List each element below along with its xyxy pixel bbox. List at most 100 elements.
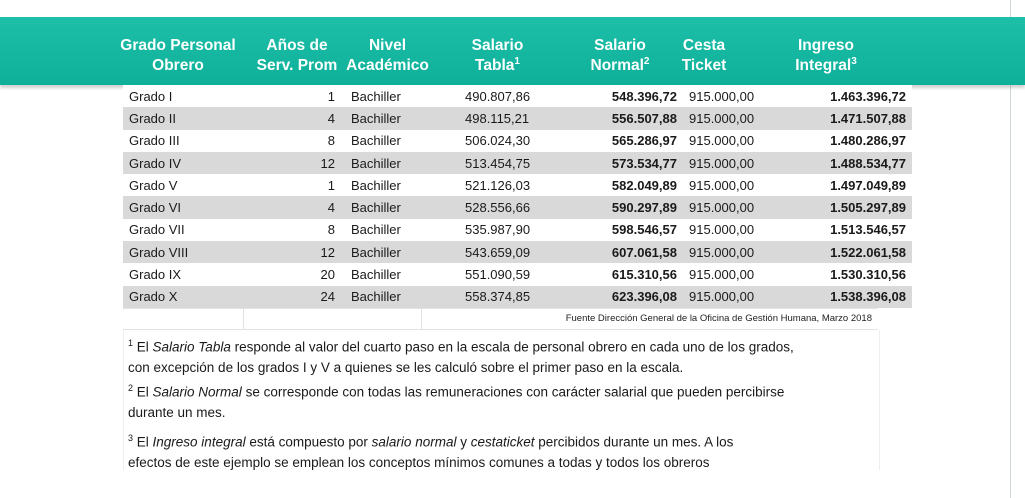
cell-nivel: Bachiller: [341, 107, 459, 130]
header-ingreso-line1: Ingreso: [798, 37, 854, 54]
cell-nivel: Bachiller: [341, 263, 459, 286]
footnote-3: 3 El Ingreso integral está compuesto por…: [128, 433, 734, 470]
header-tabla-line1: Salario: [471, 37, 524, 54]
cell-anos: 8: [245, 129, 341, 152]
header-grado-line2: Obrero: [152, 57, 204, 74]
header-grado: Grado Personal Obrero: [113, 36, 243, 76]
table-row: Grado IX 20 Bachiller 551.090,59 615.310,56 9…: [123, 263, 912, 286]
header-normal-line2: Normal2: [590, 55, 650, 74]
footnotes: 1 El Salario Tabla responde al valor del…: [123, 330, 880, 470]
cell-anos: 12: [245, 151, 341, 175]
cell-tabla: 490.807,86: [459, 85, 581, 108]
cell-nivel: Bachiller: [341, 241, 459, 264]
page-edge: [1010, 0, 1011, 498]
header-salario-tabla: Salario Tabla1: [455, 36, 540, 76]
cell-anos: 12: [245, 241, 341, 264]
cell-tabla: 506.024,30: [459, 129, 581, 152]
cell-ingreso: 1.471.507,88: [793, 107, 912, 130]
cell-tabla: 551.090,59: [459, 263, 581, 286]
cell-anos: 4: [245, 196, 341, 219]
header-cesta-line2: Ticket: [681, 57, 727, 74]
cell-nivel: Bachiller: [341, 85, 459, 108]
cell-ingreso: 1.522.061,58: [793, 241, 912, 264]
salary-table: Grado I 1 Bachiller 490.807,86 548.396,72 915…: [123, 85, 912, 308]
cell-cesta: 915.000,00: [683, 196, 793, 219]
cell-tabla: 528.556,66: [459, 196, 581, 219]
cell-grado: Grado VI: [123, 196, 245, 219]
cell-nivel: Bachiller: [341, 151, 459, 175]
cell-ingreso: 1.505.297,89: [793, 196, 912, 219]
header-nivel-line2: Académico: [346, 57, 429, 74]
header-anos-line2: Serv. Prom: [256, 57, 338, 74]
cell-cesta: 915.000,00: [683, 174, 793, 197]
cell-grado: Grado IV: [123, 151, 245, 175]
header-anos: Años de Serv. Prom: [252, 36, 342, 76]
cell-nivel: Bachiller: [341, 218, 459, 242]
cell-normal: 590.297,89: [581, 196, 683, 219]
cell-nivel: Bachiller: [341, 174, 459, 197]
header-salario-normal: Salario Normal2: [575, 36, 665, 76]
cell-cesta: 915.000,00: [683, 218, 793, 242]
source-row: Fuente Dirección General de la Oficina d…: [123, 308, 878, 330]
header-anos-line1: Años de: [266, 37, 328, 54]
cell-anos: 1: [245, 85, 341, 108]
footnote-2: 2 El Salario Normal se corresponde con t…: [128, 383, 785, 420]
cell-ingreso: 1.530.310,56: [793, 263, 912, 286]
table-row: Grado IV 12 Bachiller 513.454,75 573.534,77 9…: [123, 151, 912, 175]
cell-normal: 556.507,88: [581, 107, 683, 130]
footnote-1: 1 El Salario Tabla responde al valor del…: [128, 338, 794, 375]
header-grado-line1: Grado Personal: [120, 37, 236, 54]
cell-normal: 573.534,77: [581, 151, 683, 175]
cell-cesta: 915.000,00: [683, 241, 793, 264]
cell-tabla: 498.115,21: [459, 107, 581, 130]
cell-normal: 548.396,72: [581, 85, 683, 108]
cell-anos: 24: [245, 285, 341, 308]
cell-anos: 4: [245, 107, 341, 130]
header-nivel-line1: Nivel: [368, 37, 407, 54]
cell-normal: 615.310,56: [581, 263, 683, 286]
cell-normal: 565.286,97: [581, 129, 683, 152]
header-cesta-ticket: Cesta Ticket: [664, 36, 744, 76]
cell-ingreso: 1.538.396,08: [793, 285, 912, 308]
table-row: Grado X 24 Bachiller 558.374,85 623.396,08 91…: [123, 285, 912, 308]
cell-cesta: 915.000,00: [683, 285, 793, 308]
header-ingreso-line2: Integral3: [795, 55, 857, 74]
source-divider: [243, 309, 244, 329]
table-row: Grado III 8 Bachiller 506.024,30 565.286,97 9…: [123, 129, 912, 152]
cell-ingreso: 1.513.546,57: [793, 218, 912, 242]
cell-nivel: Bachiller: [341, 196, 459, 219]
cell-grado: Grado IX: [123, 263, 245, 286]
cell-grado: Grado I: [123, 85, 245, 108]
cell-grado: Grado VIII: [123, 241, 245, 264]
cell-tabla: 543.659,09: [459, 241, 581, 264]
cell-ingreso: 1.488.534,77: [793, 151, 912, 175]
source-note: Fuente Dirección General de la Oficina d…: [565, 313, 872, 324]
cell-grado: Grado X: [123, 285, 245, 308]
cell-anos: 1: [245, 174, 341, 197]
cell-grado: Grado V: [123, 174, 245, 197]
cell-normal: 607.061,58: [581, 241, 683, 264]
cell-cesta: 915.000,00: [683, 129, 793, 152]
cell-anos: 8: [245, 218, 341, 242]
cell-tabla: 558.374,85: [459, 285, 581, 308]
cell-ingreso: 1.463.396,72: [793, 85, 912, 108]
cell-ingreso: 1.480.286,97: [793, 129, 912, 152]
source-divider: [421, 309, 422, 329]
cell-tabla: 521.126,03: [459, 174, 581, 197]
cell-cesta: 915.000,00: [683, 107, 793, 130]
cell-normal: 598.546,57: [581, 218, 683, 242]
cell-cesta: 915.000,00: [683, 263, 793, 286]
table-header-band: Grado Personal Obrero Años de Serv. Prom…: [0, 17, 1025, 85]
cell-normal: 582.049,89: [581, 174, 683, 197]
cell-anos: 20: [245, 263, 341, 286]
header-ingreso-integral: Ingreso Integral3: [776, 36, 876, 76]
cell-cesta: 915.000,00: [683, 85, 793, 108]
header-tabla-line2: Tabla1: [475, 55, 520, 74]
table-row: Grado I 1 Bachiller 490.807,86 548.396,72 915…: [123, 85, 912, 108]
header-nivel: Nivel Académico: [340, 36, 435, 76]
table-row: Grado VI 4 Bachiller 528.556,66 590.297,89 91…: [123, 196, 912, 219]
table-row: Grado V 1 Bachiller 521.126,03 582.049,89 915…: [123, 174, 912, 197]
cell-tabla: 513.454,75: [459, 151, 581, 175]
header-normal-line1: Salario: [594, 37, 646, 54]
cell-grado: Grado II: [123, 107, 245, 130]
